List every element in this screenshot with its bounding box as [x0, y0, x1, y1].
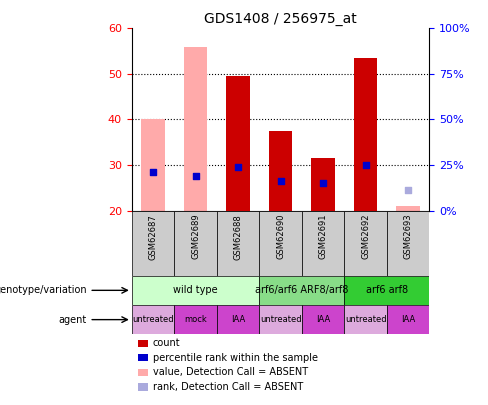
Bar	[142, 119, 165, 211]
Bar	[132, 211, 174, 276]
Point	[319, 180, 327, 186]
Text: IAA: IAA	[401, 315, 415, 324]
Point	[404, 187, 412, 193]
Bar	[259, 211, 302, 276]
Bar	[138, 369, 148, 376]
Bar	[132, 305, 174, 334]
Text: arf6 arf8: arf6 arf8	[366, 286, 408, 295]
Text: mock: mock	[184, 315, 207, 324]
Text: GSM62690: GSM62690	[276, 214, 285, 259]
Bar	[396, 206, 420, 211]
Text: GSM62689: GSM62689	[191, 214, 200, 260]
Bar	[217, 305, 259, 334]
Bar	[354, 58, 377, 211]
Text: untreated: untreated	[260, 315, 302, 324]
Text: agent: agent	[59, 315, 87, 325]
Bar	[259, 276, 345, 305]
Bar	[138, 354, 148, 361]
Bar	[138, 339, 148, 347]
Text: rank, Detection Call = ABSENT: rank, Detection Call = ABSENT	[153, 382, 303, 392]
Bar	[345, 211, 387, 276]
Text: GSM62691: GSM62691	[319, 214, 327, 259]
Text: GSM62687: GSM62687	[148, 214, 158, 260]
Title: GDS1408 / 256975_at: GDS1408 / 256975_at	[204, 12, 357, 26]
Bar	[132, 276, 259, 305]
Bar	[174, 211, 217, 276]
Text: untreated: untreated	[345, 315, 386, 324]
Bar	[387, 211, 429, 276]
Bar	[302, 211, 345, 276]
Bar	[269, 131, 292, 211]
Text: IAA: IAA	[231, 315, 245, 324]
Text: GSM62692: GSM62692	[361, 214, 370, 259]
Bar	[311, 158, 335, 211]
Text: untreated: untreated	[132, 315, 174, 324]
Text: percentile rank within the sample: percentile rank within the sample	[153, 353, 318, 363]
Bar	[259, 305, 302, 334]
Point	[192, 173, 200, 180]
Text: wild type: wild type	[173, 286, 218, 295]
Point	[277, 178, 285, 184]
Bar	[387, 305, 429, 334]
Text: arf6/arf6 ARF8/arf8: arf6/arf6 ARF8/arf8	[255, 286, 348, 295]
Bar	[174, 305, 217, 334]
Bar	[184, 47, 207, 211]
Bar	[345, 276, 429, 305]
Bar	[226, 76, 250, 211]
Bar	[138, 384, 148, 390]
Text: genotype/variation: genotype/variation	[0, 286, 87, 295]
Point	[149, 168, 157, 175]
Text: value, Detection Call = ABSENT: value, Detection Call = ABSENT	[153, 367, 308, 377]
Text: IAA: IAA	[316, 315, 330, 324]
Point	[234, 164, 242, 171]
Bar	[217, 211, 259, 276]
Bar	[302, 305, 345, 334]
Text: count: count	[153, 338, 180, 348]
Text: GSM62688: GSM62688	[234, 214, 243, 260]
Text: GSM62693: GSM62693	[404, 214, 413, 260]
Point	[362, 162, 369, 168]
Bar	[345, 305, 387, 334]
